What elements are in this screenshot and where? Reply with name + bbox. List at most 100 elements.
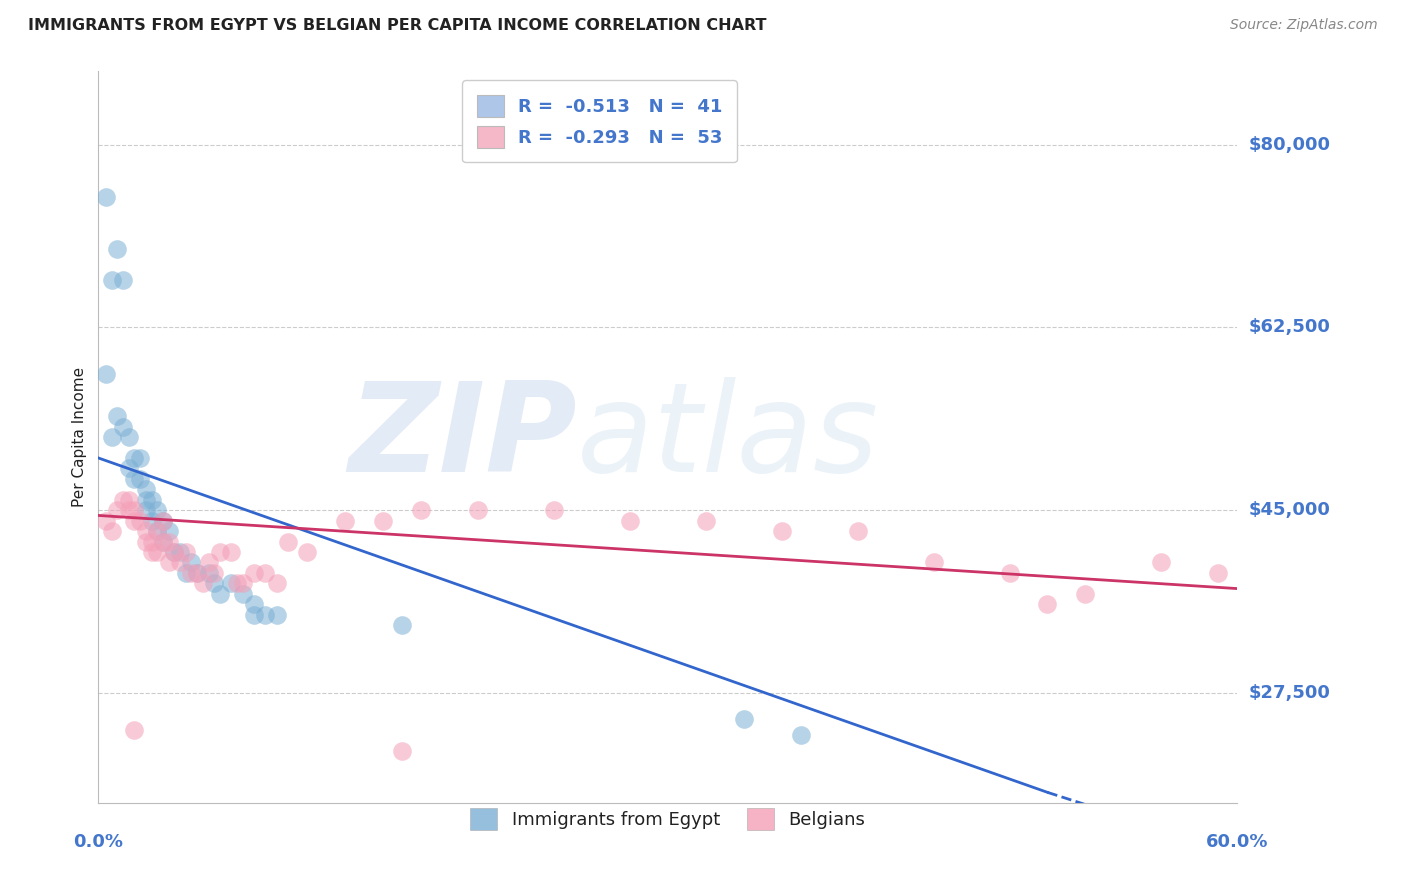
Point: [141, 545, 163, 559]
Point: [118, 492, 141, 507]
Point: [129, 472, 152, 486]
Point: [543, 503, 565, 517]
Point: [100, 273, 122, 287]
Point: [266, 607, 288, 622]
Point: [152, 534, 174, 549]
Point: [770, 524, 793, 538]
Point: [371, 514, 394, 528]
Point: [124, 472, 146, 486]
Point: [266, 576, 288, 591]
Point: [141, 492, 163, 507]
Point: [169, 556, 191, 570]
Point: [107, 409, 129, 424]
Point: [191, 576, 214, 591]
Point: [135, 483, 157, 497]
Point: [118, 461, 141, 475]
Text: Source: ZipAtlas.com: Source: ZipAtlas.com: [1230, 18, 1378, 32]
Point: [619, 514, 641, 528]
Point: [180, 556, 202, 570]
Point: [297, 545, 319, 559]
Point: [118, 430, 141, 444]
Text: ZIP: ZIP: [349, 376, 576, 498]
Point: [157, 524, 180, 538]
Text: IMMIGRANTS FROM EGYPT VS BELGIAN PER CAPITA INCOME CORRELATION CHART: IMMIGRANTS FROM EGYPT VS BELGIAN PER CAP…: [28, 18, 766, 33]
Point: [141, 534, 163, 549]
Point: [232, 576, 254, 591]
Point: [391, 618, 413, 632]
Point: [157, 556, 180, 570]
Point: [107, 503, 129, 517]
Text: $45,000: $45,000: [1249, 501, 1330, 519]
Point: [243, 607, 266, 622]
Point: [112, 492, 135, 507]
Text: 0.0%: 0.0%: [73, 833, 124, 851]
Point: [221, 576, 243, 591]
Point: [391, 743, 413, 757]
Point: [135, 503, 157, 517]
Point: [118, 503, 141, 517]
Point: [411, 503, 433, 517]
Point: [124, 514, 146, 528]
Point: [100, 524, 122, 538]
Point: [163, 545, 186, 559]
Point: [335, 514, 357, 528]
Point: [922, 556, 945, 570]
Point: [146, 524, 169, 538]
Point: [180, 566, 202, 580]
Point: [107, 242, 129, 256]
Point: [112, 273, 135, 287]
Point: [152, 534, 174, 549]
Point: [157, 534, 180, 549]
Text: $27,500: $27,500: [1249, 684, 1330, 702]
Point: [129, 450, 152, 465]
Point: [186, 566, 208, 580]
Point: [124, 450, 146, 465]
Point: [202, 566, 225, 580]
Point: [1036, 597, 1059, 611]
Point: [129, 514, 152, 528]
Point: [208, 587, 231, 601]
Point: [112, 419, 135, 434]
Point: [1150, 556, 1173, 570]
Point: [169, 545, 191, 559]
Point: [146, 524, 169, 538]
Point: [135, 534, 157, 549]
Text: 60.0%: 60.0%: [1206, 833, 1268, 851]
Point: [202, 576, 225, 591]
Point: [998, 566, 1021, 580]
Point: [94, 368, 117, 382]
Point: [174, 566, 197, 580]
Point: [243, 566, 266, 580]
Text: $80,000: $80,000: [1249, 136, 1330, 153]
Point: [146, 503, 169, 517]
Point: [221, 545, 243, 559]
Point: [135, 524, 157, 538]
Text: atlas: atlas: [576, 376, 879, 498]
Point: [100, 430, 122, 444]
Point: [124, 723, 146, 737]
Point: [733, 712, 755, 726]
Point: [467, 503, 489, 517]
Point: [1208, 566, 1230, 580]
Point: [152, 514, 174, 528]
Point: [695, 514, 717, 528]
Point: [186, 566, 208, 580]
Point: [197, 566, 219, 580]
Point: [277, 534, 299, 549]
Point: [174, 545, 197, 559]
Point: [232, 587, 254, 601]
Point: [141, 514, 163, 528]
Legend: Immigrants from Egypt, Belgians: Immigrants from Egypt, Belgians: [463, 801, 873, 838]
Point: [790, 728, 813, 742]
Point: [254, 607, 277, 622]
Point: [94, 514, 117, 528]
Point: [163, 545, 186, 559]
Y-axis label: Per Capita Income: Per Capita Income: [72, 367, 87, 508]
Point: [94, 190, 117, 204]
Point: [135, 492, 157, 507]
Point: [124, 503, 146, 517]
Point: [208, 545, 231, 559]
Point: [146, 545, 169, 559]
Text: $62,500: $62,500: [1249, 318, 1330, 336]
Point: [1074, 587, 1097, 601]
